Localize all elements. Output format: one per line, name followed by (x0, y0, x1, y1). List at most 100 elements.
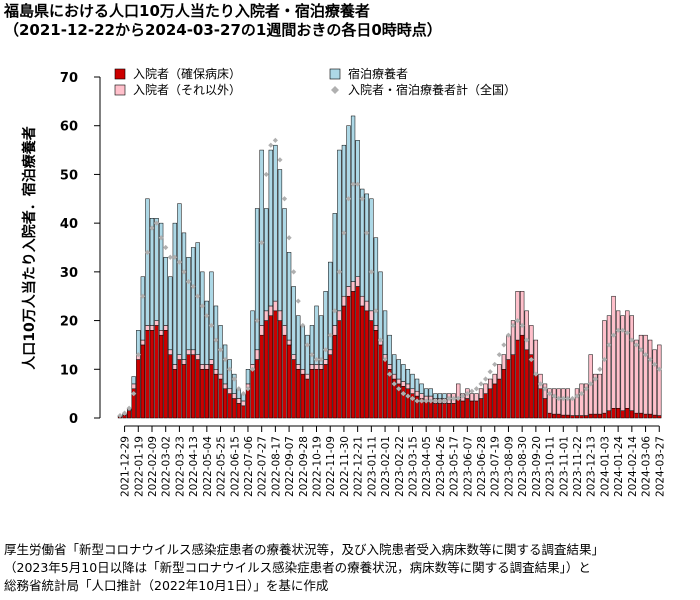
bar (177, 203, 182, 355)
bar (236, 398, 241, 404)
x-tick-label: 2023-02-01 (380, 436, 392, 497)
point (437, 398, 443, 404)
bar (529, 325, 534, 355)
point (309, 352, 315, 358)
bar (232, 373, 237, 394)
bar (300, 369, 305, 375)
x-tick-label: 2022-04-13 (188, 436, 200, 497)
bar (305, 373, 310, 380)
bar (593, 413, 598, 419)
y-tick-label: 70 (60, 71, 78, 86)
bar (254, 208, 260, 351)
point (629, 337, 635, 343)
bar (483, 383, 488, 394)
bar (478, 388, 484, 399)
x-tick-label: 2023-08-09 (503, 436, 515, 497)
bar (259, 334, 264, 419)
bar (474, 393, 479, 402)
bar (145, 325, 150, 331)
point (190, 283, 196, 290)
bar (204, 300, 209, 365)
bar (643, 413, 648, 419)
bar (268, 315, 273, 419)
source-line: （2023年5月10日以降は「新型コロナウイルス感染症患者の療養状況，病床数等に… (4, 560, 591, 575)
bar (163, 330, 168, 419)
bar (291, 354, 296, 360)
bar (309, 364, 315, 370)
bar (337, 320, 342, 419)
bar (373, 325, 379, 331)
x-tick-label: 2022-09-28 (298, 436, 310, 497)
bar (273, 144, 278, 302)
bar (647, 413, 653, 419)
bar (556, 413, 561, 419)
bar (364, 310, 369, 419)
point (391, 381, 397, 387)
point (341, 230, 347, 236)
bar (373, 330, 379, 419)
x-tick-label: 2023-10-11 (545, 436, 557, 497)
x-tick-label: 2022-09-07 (284, 436, 296, 497)
bar (172, 364, 177, 370)
point (327, 332, 333, 338)
bar (474, 400, 479, 419)
bar (131, 383, 136, 390)
bar (286, 339, 292, 346)
bar (286, 344, 292, 419)
bar (506, 334, 511, 360)
point (259, 240, 265, 246)
point (377, 337, 384, 343)
bar (652, 414, 657, 419)
bar (360, 295, 365, 307)
bar (583, 415, 589, 419)
bar (136, 359, 141, 419)
y-axis-title: 人口10万人当たり入院者．宿泊療養者 (21, 126, 38, 369)
bar (227, 388, 232, 394)
bar (373, 237, 379, 326)
bar (140, 344, 145, 419)
bar (328, 261, 333, 351)
x-tick-label: 2023-11-01 (558, 436, 570, 497)
point (117, 412, 123, 419)
point (473, 386, 480, 392)
point (286, 235, 292, 241)
point (528, 356, 534, 363)
bar (254, 359, 260, 419)
x-tick-label: 2023-06-07 (462, 436, 474, 497)
x-tick-label: 2022-06-15 (229, 436, 241, 497)
point (387, 371, 393, 377)
point (263, 171, 269, 178)
bar (488, 388, 493, 419)
bar (602, 412, 607, 419)
point (537, 381, 544, 387)
bar (296, 315, 301, 365)
bar (200, 364, 205, 370)
bar (209, 364, 214, 419)
bar (337, 149, 342, 312)
source-line: 厚生労働省「新型コロナウイルス感染症患者の療養状況等，及び入院患者受入病床数等に… (4, 542, 604, 557)
y-tick-label: 0 (69, 412, 78, 427)
x-tick-label: 2023-03-15 (407, 436, 419, 497)
point (222, 356, 228, 363)
point (505, 332, 512, 338)
bar (387, 364, 392, 370)
point (615, 327, 621, 333)
bar (337, 310, 342, 321)
point (492, 361, 498, 368)
bar (318, 315, 324, 365)
bar (323, 291, 328, 360)
point (656, 366, 662, 372)
bar (309, 325, 315, 365)
point (496, 352, 502, 358)
bar (405, 388, 411, 419)
bar (341, 144, 347, 297)
point (149, 225, 155, 231)
bar (456, 398, 461, 419)
point (217, 347, 224, 353)
bar (218, 373, 223, 380)
legend-label: 入院者（確保病床） (133, 66, 241, 81)
bar (597, 413, 603, 419)
bar (588, 413, 593, 419)
bar (282, 325, 287, 336)
bar (346, 125, 351, 287)
